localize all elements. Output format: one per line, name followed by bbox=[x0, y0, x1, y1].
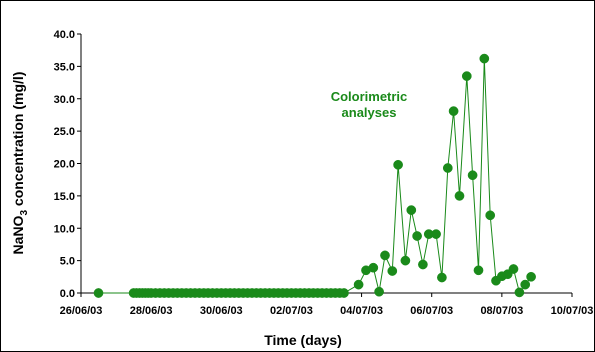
data-point bbox=[400, 255, 411, 266]
annotation-colorimetric: Colorimetric bbox=[331, 89, 408, 104]
x-tick-label: 06/07/03 bbox=[410, 305, 453, 317]
y-tick-label: 5.0 bbox=[60, 256, 75, 268]
y-axis-title-main: NaNO bbox=[10, 215, 26, 254]
x-axis-title: Time (days) bbox=[264, 332, 342, 348]
y-tick-label: 15.0 bbox=[54, 191, 75, 203]
y-tick-label: 0.0 bbox=[60, 288, 75, 300]
series-line bbox=[98, 58, 532, 294]
annotation-analyses: analyses bbox=[342, 105, 397, 120]
data-point bbox=[437, 272, 447, 283]
data-point bbox=[526, 271, 536, 282]
data-point bbox=[431, 229, 441, 239]
data-point bbox=[473, 265, 484, 276]
x-tick-label: 02/07/03 bbox=[270, 305, 313, 317]
y-tick-label: 20.0 bbox=[54, 159, 75, 171]
x-axis-ticks: 26/06/03 28/06/03 30/06/03 02/07/03 04/07/03… bbox=[60, 293, 594, 317]
y-axis-title-subscript: 3 bbox=[19, 210, 30, 216]
x-tick-label: 28/06/03 bbox=[130, 305, 173, 317]
y-tick-label: 35.0 bbox=[54, 61, 75, 73]
data-point bbox=[467, 170, 478, 181]
data-point bbox=[442, 163, 453, 173]
data-point bbox=[454, 191, 465, 201]
data-point bbox=[393, 159, 403, 170]
y-tick-label: 30.0 bbox=[54, 94, 75, 106]
data-point bbox=[380, 250, 390, 261]
data-point bbox=[368, 262, 379, 273]
data-point bbox=[412, 231, 422, 241]
x-tick-label: 04/07/03 bbox=[340, 305, 383, 317]
data-point bbox=[520, 279, 531, 290]
y-axis-ticks: 0.0 5.0 10.0 15.0 20.0 25.0 30.0 35.0 40.0 bbox=[54, 29, 81, 300]
data-point bbox=[406, 205, 417, 215]
data-point bbox=[353, 279, 364, 290]
y-axis-title: NaNO3 concentration (mg/l) bbox=[10, 72, 30, 255]
data-point bbox=[418, 259, 428, 270]
data-point bbox=[479, 53, 490, 64]
axes bbox=[80, 34, 572, 294]
series-nano3 bbox=[93, 53, 536, 298]
data-point bbox=[339, 288, 349, 298]
x-tick-label: 10/07/03 bbox=[551, 305, 594, 317]
data-point bbox=[461, 71, 472, 81]
y-tick-label: 25.0 bbox=[54, 126, 75, 138]
x-tick-label: 30/06/03 bbox=[200, 305, 243, 317]
y-tick-label: 40.0 bbox=[54, 29, 75, 41]
data-point bbox=[508, 264, 519, 274]
data-point bbox=[93, 288, 104, 298]
data-point bbox=[448, 106, 459, 116]
y-axis-title-rest: concentration (mg/l) bbox=[10, 72, 26, 210]
x-tick-label: 26/06/03 bbox=[60, 305, 103, 317]
data-point bbox=[514, 287, 525, 298]
data-point bbox=[374, 286, 384, 297]
data-point bbox=[387, 266, 398, 276]
y-tick-label: 10.0 bbox=[54, 223, 75, 235]
data-point bbox=[485, 210, 496, 221]
x-tick-label: 08/07/03 bbox=[480, 305, 523, 317]
